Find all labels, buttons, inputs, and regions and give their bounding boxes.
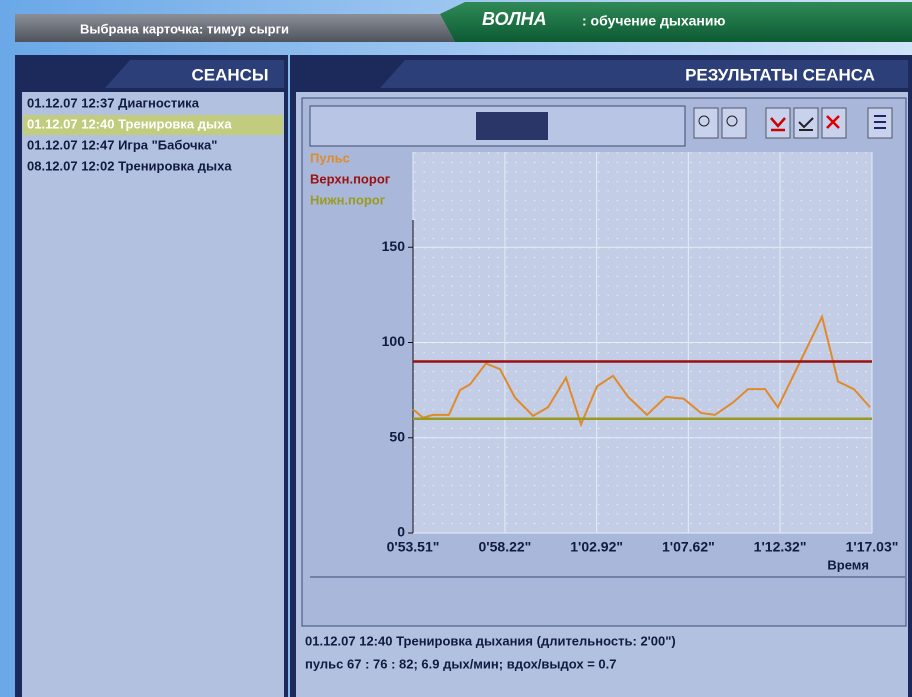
x-axis-label: Время (827, 557, 869, 572)
icon (770, 117, 786, 132)
sessions-tab (105, 60, 284, 88)
header-bar (15, 14, 455, 42)
zoom-out-button[interactable] (721, 107, 747, 139)
icon (726, 115, 738, 127)
x-tick-label: 1'12.32" (754, 539, 807, 555)
y-tick-label: 0 (397, 524, 405, 540)
x-tick-label: 1'07.62" (662, 539, 715, 555)
session-item[interactable]: 01.12.07 12:37 Диагностика (27, 95, 200, 110)
selected-card: Выбрана карточка: тимур сырги (80, 21, 289, 36)
results-tab (380, 60, 908, 88)
x-tick-label: 0'53.51" (387, 539, 440, 555)
legend-entry: Пульс (310, 150, 350, 165)
session-item[interactable]: 08.12.07 12:02 Тренировка дыха (27, 158, 232, 173)
y-tick-label: 100 (382, 333, 406, 349)
y-tick-label: 150 (382, 238, 406, 254)
session-item[interactable]: 01.12.07 12:47 Игра "Бабочка" (27, 137, 217, 152)
icon (826, 115, 840, 129)
app-name: ВОЛНА (482, 9, 547, 29)
sessions-title: СЕАНСЫ (191, 65, 268, 84)
y-tick-label: 50 (389, 428, 405, 444)
icon (874, 115, 886, 129)
x-tick-label: 1'02.92" (570, 539, 623, 555)
summary-line: 01.12.07 12:40 Тренировка дыхания (длите… (305, 633, 676, 648)
selected-row (23, 115, 283, 135)
app-subtitle: : обучение дыханию (582, 13, 725, 29)
check-button[interactable] (793, 107, 819, 139)
mark-button[interactable] (765, 107, 791, 139)
x-tick-label: 1'17.03" (846, 539, 899, 555)
series-line (412, 313, 871, 428)
session-item[interactable]: 01.12.07 12:40 Тренировка дыха (27, 116, 232, 131)
results-title: РЕЗУЛЬТАТЫ СЕАНСА (685, 65, 875, 84)
legend-entry: Верхн.порог (310, 171, 391, 186)
sessions-list (22, 92, 284, 697)
icon (798, 117, 814, 131)
summary-line: пульс 67 : 76 : 82; 6.9 дых/мин; вдох/вы… (305, 656, 617, 671)
header-tab (440, 2, 912, 42)
toolbar (693, 107, 893, 139)
x-tick-label: 0'58.22" (479, 539, 532, 555)
legend-entry: Нижн.порог (310, 192, 386, 207)
scroll-thumb[interactable] (476, 112, 548, 140)
icon (698, 115, 710, 127)
zoom-in-button[interactable] (693, 107, 719, 139)
